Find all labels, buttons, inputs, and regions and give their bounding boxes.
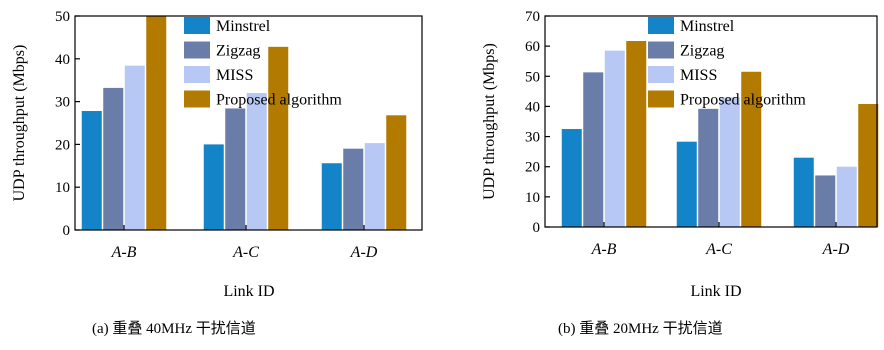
y-tick-label: 70 <box>525 9 540 25</box>
chart-a: 0 10 20 30 40 50 A-B A-C A-D UDP throughput (Mbps… <box>11 9 423 337</box>
x-tick-label: A-B <box>111 244 137 261</box>
bar-minstrel-a-d <box>321 163 342 230</box>
legend-label: Zigzag <box>216 43 260 60</box>
legend-swatch <box>184 90 210 108</box>
chart-caption: (a) 重叠 40MHz 干扰信道 <box>92 320 256 337</box>
y-axis-label: UDP throughput (Mbps) <box>11 45 28 202</box>
x-tick-label: A-C <box>232 244 259 261</box>
y-tick-label: 60 <box>525 39 540 55</box>
bar-minstrel-a-d <box>793 157 814 227</box>
bar-miss-a-c <box>246 93 267 230</box>
bar-proposed-algorithm-a-d <box>858 104 879 227</box>
bar-proposed-algorithm-a-b <box>626 41 647 227</box>
legend-label: Zigzag <box>680 43 724 60</box>
bar-minstrel-a-c <box>203 144 224 230</box>
plot-frame <box>74 15 423 231</box>
legend-label: Proposed algorithm <box>680 92 806 109</box>
bar-zigzag-a-b <box>583 72 604 227</box>
y-tick-label: 30 <box>55 95 70 111</box>
bar-miss-a-c <box>719 97 740 227</box>
bar-minstrel-a-b <box>561 129 582 227</box>
y-tick-label: 40 <box>525 99 540 115</box>
x-tick-label: A-D <box>822 241 850 258</box>
chart-b: 0 10 20 30 40 50 60 70 A-B A-C A-D UDP throughput (… <box>481 9 879 337</box>
legend-swatch <box>184 41 210 59</box>
legend-label: Minstrel <box>680 18 735 35</box>
bar-miss-a-b <box>604 50 625 227</box>
bar-zigzag-a-c <box>225 108 246 230</box>
bar-proposed-algorithm-a-c <box>741 71 762 227</box>
y-tick-label: 0 <box>63 223 71 239</box>
legend-swatch <box>648 90 674 108</box>
x-tick-label: A-C <box>705 241 732 258</box>
x-tick-label: A-B <box>591 241 617 258</box>
legend-swatch <box>648 41 674 59</box>
y-tick-label: 30 <box>525 130 540 146</box>
y-tick-label: 20 <box>55 137 70 153</box>
legend-label: MISS <box>216 67 253 84</box>
y-axis-label: UDP throughput (Mbps) <box>481 43 498 200</box>
bar-proposed-algorithm-a-b <box>146 16 167 230</box>
legend-label: MISS <box>680 67 717 84</box>
x-axis-label: Link ID <box>223 283 274 300</box>
legend-swatch <box>184 66 210 83</box>
legend-label: Minstrel <box>216 18 271 35</box>
bar-miss-a-d <box>364 143 385 230</box>
y-tick-label: 50 <box>55 9 70 25</box>
chart-caption: (b) 重叠 20MHz 干扰信道 <box>558 320 723 337</box>
bar-zigzag-a-b <box>103 87 124 231</box>
bar-zigzag-a-c <box>698 108 719 227</box>
y-tick-label: 20 <box>525 160 540 176</box>
bar-minstrel-a-b <box>81 111 102 230</box>
bar-miss-a-d <box>836 166 857 227</box>
bar-minstrel-a-c <box>676 141 697 227</box>
legend-label: Proposed algorithm <box>216 92 342 109</box>
bar-proposed-algorithm-a-d <box>386 115 407 230</box>
y-tick-label: 10 <box>55 180 70 196</box>
plot-frame <box>544 15 878 228</box>
x-axis-label: Link ID <box>690 283 741 300</box>
bar-proposed-algorithm-a-c <box>268 46 289 230</box>
bar-zigzag-a-d <box>815 175 836 227</box>
y-tick-label: 10 <box>525 190 540 206</box>
legend-swatch <box>184 17 210 34</box>
bar-zigzag-a-d <box>343 148 364 230</box>
y-tick-label: 50 <box>525 69 540 85</box>
legend-swatch <box>648 17 674 34</box>
legend-swatch <box>648 66 674 83</box>
y-tick-label: 40 <box>55 52 70 68</box>
bar-miss-a-b <box>124 65 145 230</box>
x-tick-label: A-D <box>350 244 378 261</box>
y-tick-label: 0 <box>533 220 541 236</box>
